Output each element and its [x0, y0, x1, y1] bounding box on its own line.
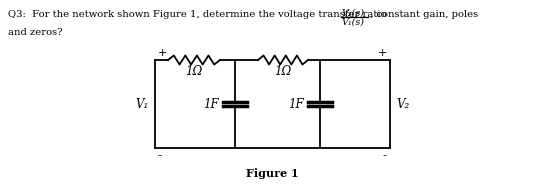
Text: V₂(s): V₂(s) [342, 9, 365, 18]
Text: and zeros?: and zeros? [8, 28, 63, 37]
Text: V₁: V₁ [136, 97, 149, 111]
Text: 1Ω: 1Ω [274, 65, 292, 78]
Text: +: + [377, 48, 387, 58]
Text: -: - [383, 149, 387, 162]
Text: 1Ω: 1Ω [185, 65, 202, 78]
Text: , constant gain, poles: , constant gain, poles [370, 10, 478, 19]
Text: -: - [158, 149, 162, 162]
Text: Q3:  For the network shown Figure 1, determine the voltage transfer ratio: Q3: For the network shown Figure 1, dete… [8, 10, 387, 19]
Text: Figure 1: Figure 1 [246, 168, 299, 179]
Text: 1F: 1F [204, 97, 219, 111]
Text: V₂: V₂ [396, 97, 409, 111]
Text: V₁(s): V₁(s) [342, 18, 365, 27]
Text: 1F: 1F [288, 97, 304, 111]
Text: +: + [158, 48, 167, 58]
